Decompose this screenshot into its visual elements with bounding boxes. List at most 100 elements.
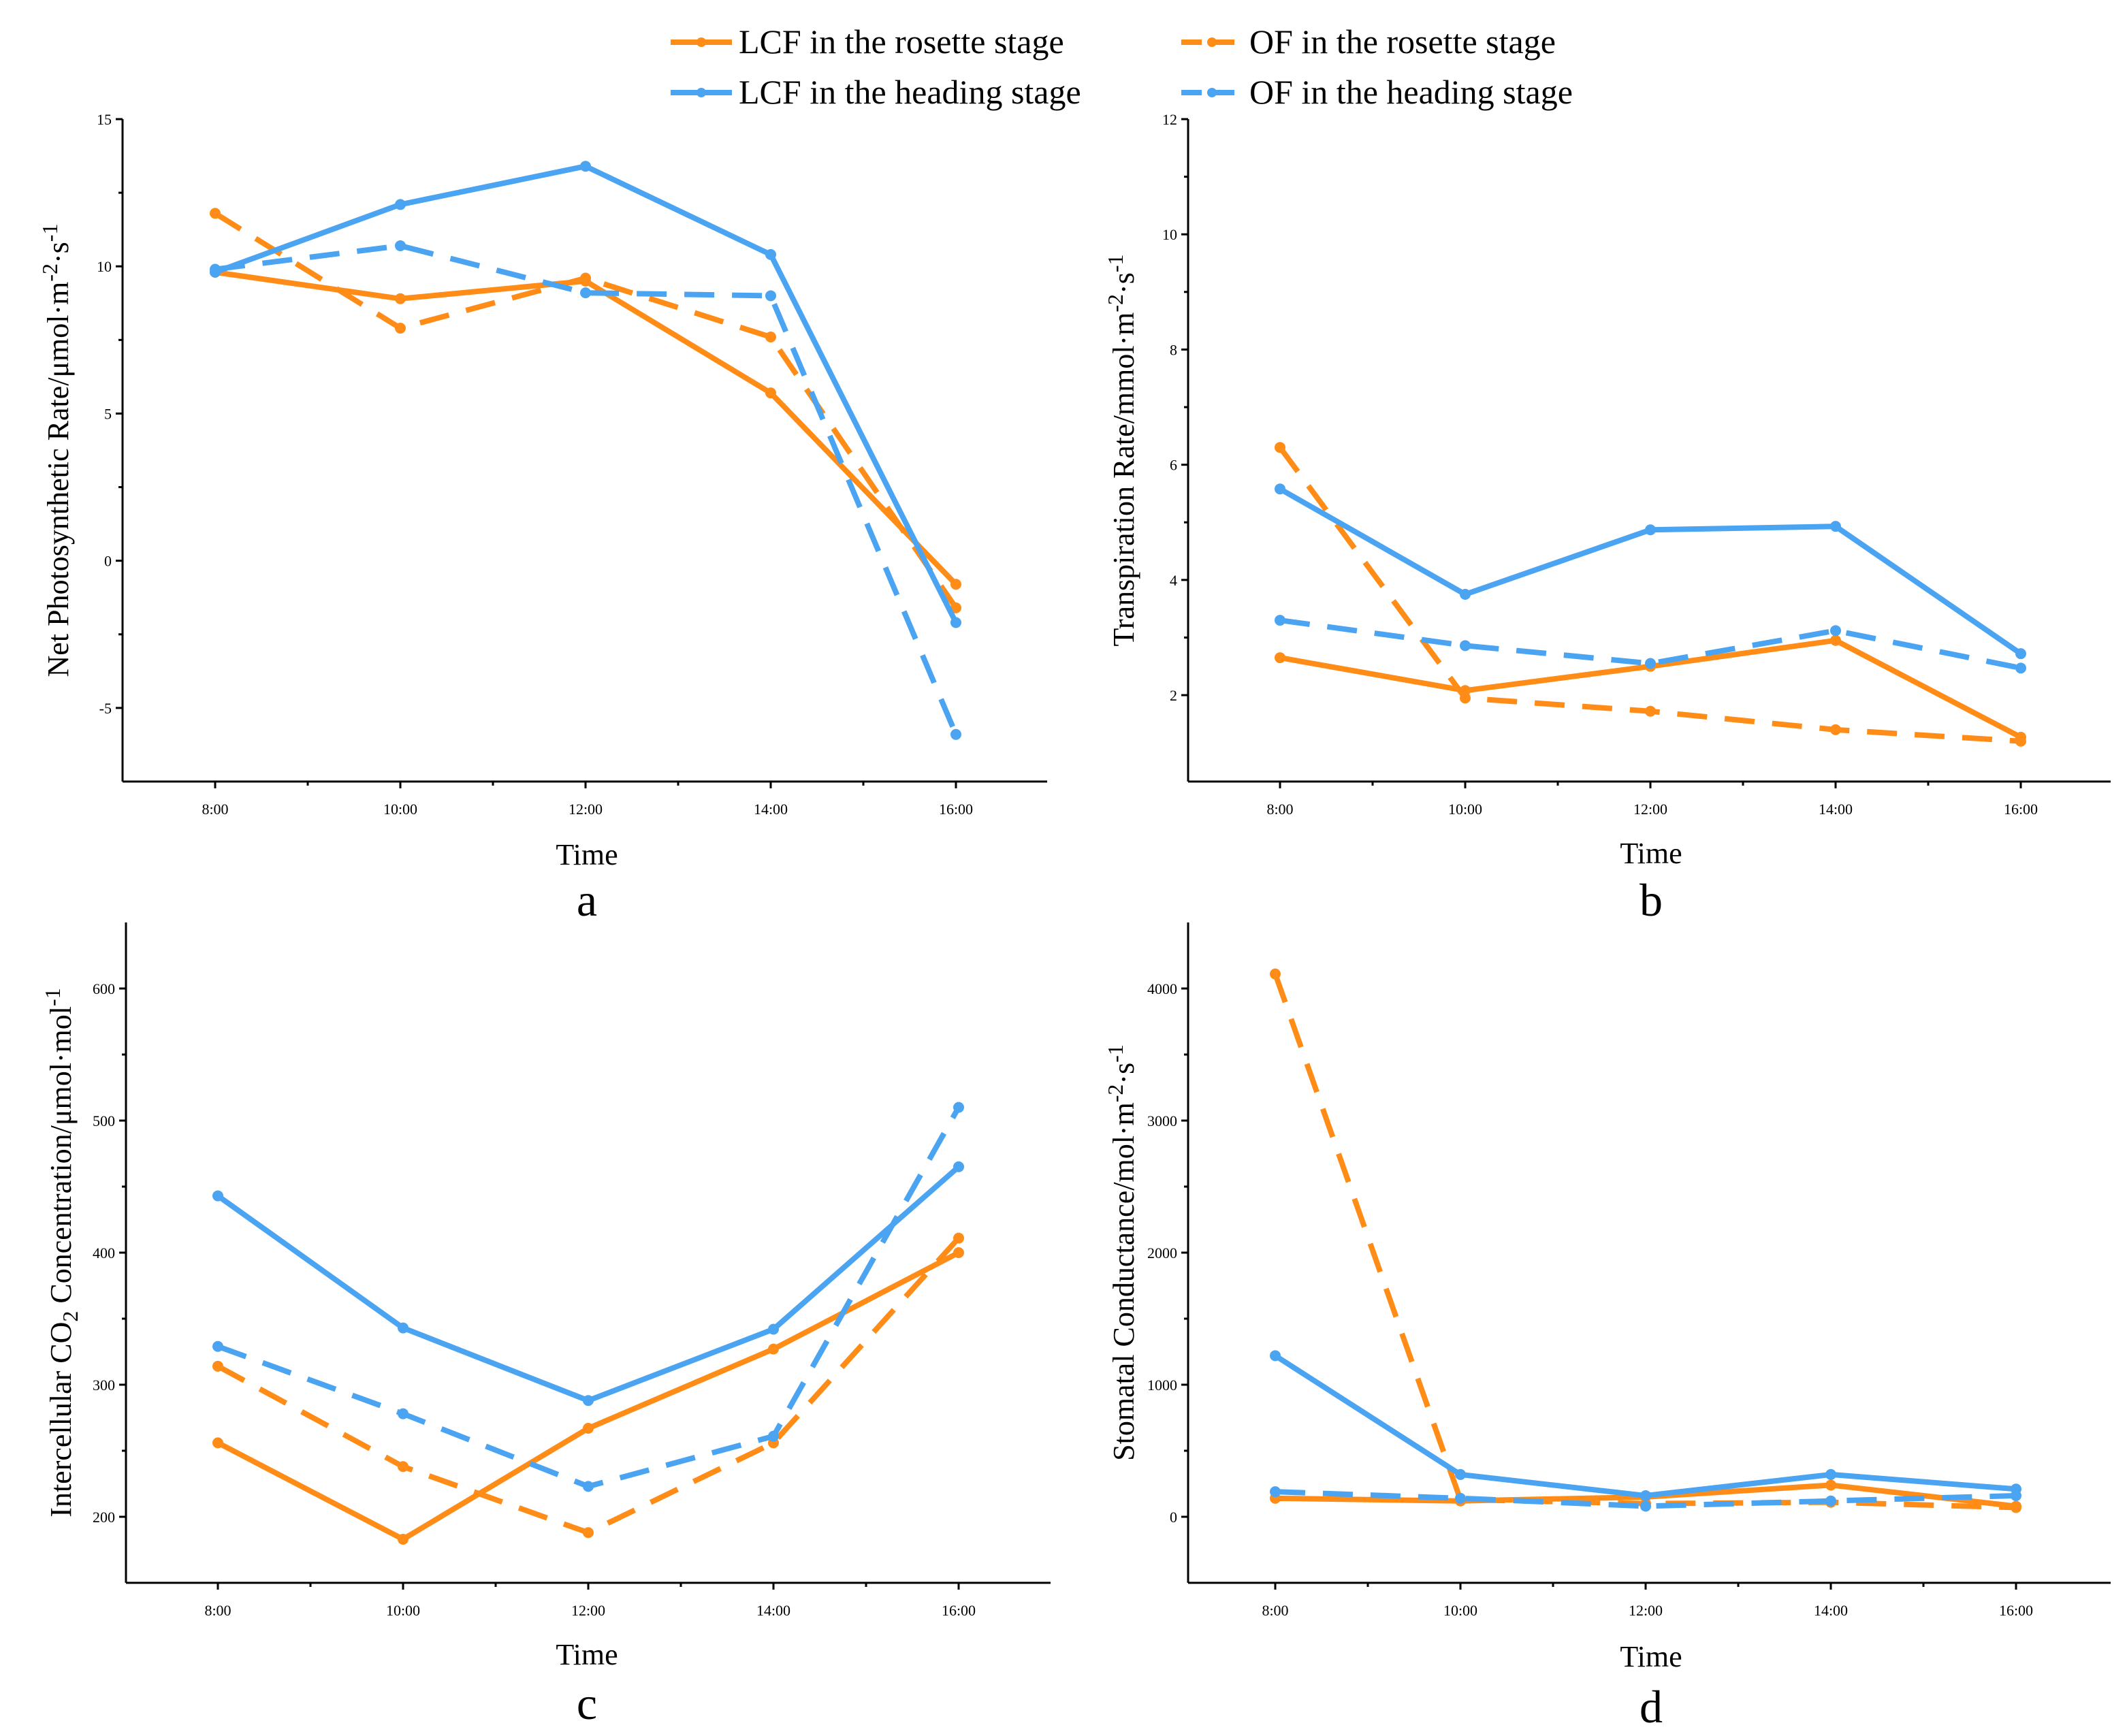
- x-axis-title: Time: [1620, 837, 1682, 870]
- data-point-10-00: [395, 240, 406, 251]
- series-of-in-the-rosette-stage: [1270, 968, 2021, 1513]
- data-point-8-00: [1270, 1350, 1281, 1362]
- series-lcf-in-the-heading-stage: [1275, 483, 2026, 660]
- data-point-8-00: [212, 1360, 223, 1372]
- data-point-10-00: [1455, 1492, 1466, 1504]
- data-point-14-00: [1830, 634, 1841, 646]
- x-tick-label: 14:00: [754, 801, 788, 818]
- x-tick-label: 16:00: [942, 1602, 976, 1619]
- data-point-8-00: [210, 208, 221, 219]
- x-tick-label: 12:00: [1629, 1602, 1663, 1619]
- data-point-14-00: [765, 248, 776, 260]
- series-of-in-the-heading-stage: [1270, 1486, 2021, 1512]
- x-tick-label: 10:00: [1448, 801, 1482, 818]
- x-tick-label: 12:00: [571, 1602, 605, 1619]
- panel-d: 0 1000 2000 3000 4000 8:00 10:00 12:00 14:00 16:0…: [1103, 922, 2111, 1733]
- series-lcf-in-the-rosette-stage: [210, 266, 961, 590]
- x-tick-label: 14:00: [1819, 801, 1853, 818]
- series-line: [1275, 1489, 2017, 1509]
- data-point-8-00: [1275, 652, 1285, 664]
- x-tick-label: 10:00: [383, 801, 417, 818]
- y-tick-label: 3000: [1147, 1112, 1177, 1129]
- data-point-12-00: [1645, 658, 1656, 669]
- y-tick-label: 2000: [1147, 1244, 1177, 1261]
- series-line: [214, 269, 958, 587]
- data-point-8-00: [1275, 615, 1285, 626]
- data-point-8-00: [212, 1340, 223, 1352]
- y-tick-label: 600: [93, 980, 115, 997]
- data-point-10-00: [395, 199, 406, 210]
- data-point-14-00: [765, 387, 776, 399]
- data-point-14-00: [1825, 1468, 1836, 1480]
- legend-marker: [697, 88, 706, 97]
- data-point-10-00: [395, 323, 406, 334]
- data-point-10-00: [398, 1461, 409, 1473]
- data-point-12-00: [583, 1423, 594, 1434]
- data-point-12-00: [1640, 1490, 1651, 1501]
- data-point-10-00: [1460, 640, 1471, 652]
- x-tick-label: 10:00: [1443, 1602, 1477, 1619]
- data-point-16-00: [950, 617, 961, 628]
- data-point-16-00: [950, 728, 961, 740]
- data-point-12-00: [580, 272, 591, 284]
- data-point-10-00: [1460, 589, 1471, 600]
- data-point-14-00: [1825, 1495, 1836, 1507]
- data-point-14-00: [1830, 724, 1841, 735]
- data-point-12-00: [583, 1481, 594, 1492]
- y-tick-label: 10: [1162, 226, 1177, 243]
- data-point-16-00: [2015, 648, 2026, 660]
- legend-label: LCF in the heading stage: [739, 73, 1081, 111]
- x-tick-label: 16:00: [2004, 801, 2038, 818]
- x-tick-label: 16:00: [1999, 1602, 2033, 1619]
- data-point-10-00: [398, 1533, 409, 1545]
- legend: LCF in the rosette stage OF in the rosett…: [671, 22, 1573, 111]
- panel-label: c: [577, 1677, 597, 1729]
- data-point-16-00: [953, 1102, 964, 1113]
- y-tick-label: 0: [104, 553, 112, 570]
- series-of-in-the-heading-stage: [210, 240, 961, 740]
- data-point-8-00: [1270, 968, 1281, 980]
- data-point-10-00: [398, 1408, 409, 1419]
- panel-label: a: [577, 874, 597, 926]
- y-tick-label: 12: [1162, 111, 1177, 128]
- series-line: [1279, 486, 2023, 656]
- data-point-8-00: [210, 263, 221, 275]
- data-point-16-00: [950, 579, 961, 590]
- data-point-14-00: [1825, 1479, 1836, 1491]
- data-point-14-00: [765, 290, 776, 302]
- data-point-12-00: [1645, 705, 1656, 717]
- legend-marker: [1207, 88, 1217, 97]
- legend-item-of-in-the-heading-stage: OF in the heading stage: [1181, 73, 1573, 111]
- x-tick-label: 12:00: [569, 801, 603, 818]
- y-tick-label: 0: [1170, 1509, 1177, 1526]
- series-of-in-the-heading-stage: [1275, 615, 2026, 674]
- y-tick-label: 400: [93, 1244, 115, 1261]
- x-tick-label: 14:00: [756, 1602, 790, 1619]
- data-point-12-00: [1645, 524, 1656, 536]
- data-point-12-00: [580, 287, 591, 299]
- data-point-14-00: [768, 1430, 779, 1442]
- data-point-8-00: [1270, 1486, 1281, 1498]
- series-lcf-in-the-heading-stage: [210, 161, 961, 628]
- y-axis-title: Transpiration Rate/mmol·m-2·s-1: [1103, 255, 1140, 647]
- y-tick-label: -5: [99, 700, 112, 717]
- series-lcf-in-the-rosette-stage: [212, 1247, 964, 1545]
- y-tick-label: 500: [93, 1112, 115, 1129]
- legend-item-of-in-the-rosette-stage: OF in the rosette stage: [1181, 22, 1556, 61]
- series-line: [216, 1164, 961, 1404]
- panel-label: d: [1640, 1681, 1663, 1733]
- series-line: [214, 163, 959, 624]
- y-tick-label: 8: [1170, 341, 1177, 358]
- data-point-16-00: [953, 1247, 964, 1258]
- x-tick-label: 14:00: [1814, 1602, 1848, 1619]
- data-point-14-00: [768, 1343, 779, 1355]
- data-point-10-00: [395, 293, 406, 304]
- data-point-10-00: [398, 1322, 409, 1334]
- series-lcf-in-the-heading-stage: [212, 1161, 964, 1407]
- data-point-14-00: [1830, 521, 1841, 532]
- data-point-14-00: [1830, 625, 1841, 637]
- x-tick-label: 8:00: [204, 1602, 231, 1619]
- series-of-in-the-rosette-stage: [210, 208, 961, 613]
- series-lcf-in-the-heading-stage: [1270, 1350, 2021, 1501]
